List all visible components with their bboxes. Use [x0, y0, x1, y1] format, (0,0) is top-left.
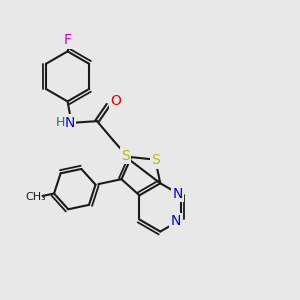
Text: F: F	[64, 33, 72, 47]
Text: S: S	[121, 148, 130, 163]
Text: N: N	[172, 187, 183, 201]
Text: S: S	[152, 153, 160, 167]
Text: N: N	[64, 116, 75, 130]
Text: CH₃: CH₃	[26, 192, 46, 202]
Text: N: N	[171, 214, 181, 228]
Text: H: H	[56, 116, 65, 128]
Text: O: O	[110, 94, 121, 108]
